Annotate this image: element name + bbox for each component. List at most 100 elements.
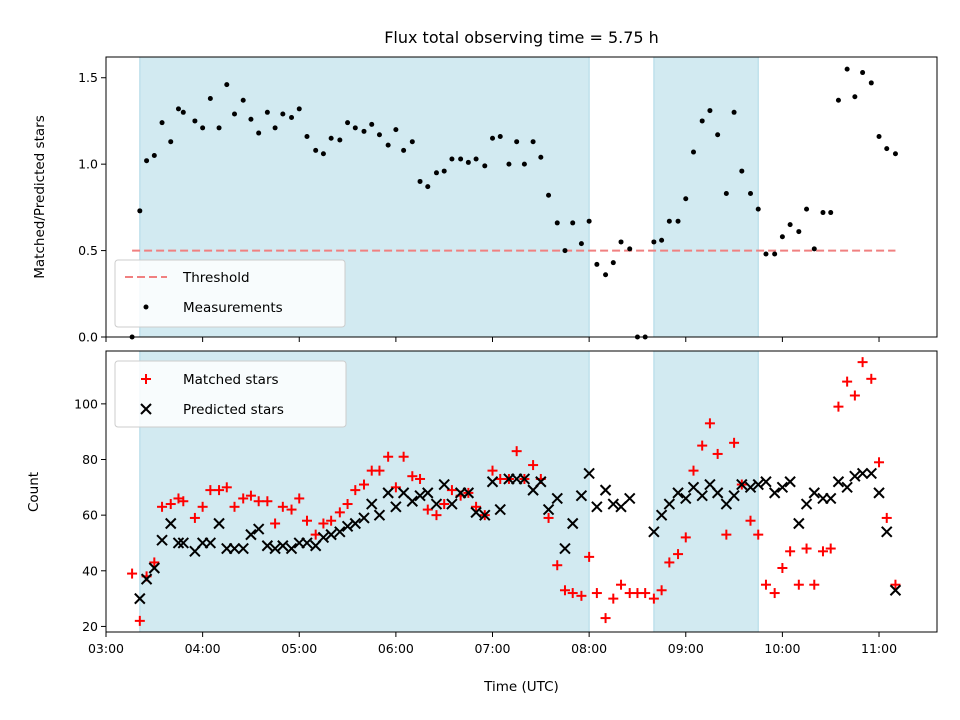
measurement-point	[666, 218, 672, 224]
measurement-point	[578, 241, 584, 247]
x-tick-label: 08:00	[571, 641, 607, 656]
observing-window-shading	[139, 350, 759, 633]
measurement-point	[868, 80, 874, 86]
matched-point	[189, 512, 200, 523]
predicted-point	[349, 517, 362, 530]
measurement-point	[603, 272, 609, 278]
measurement-point	[200, 125, 206, 131]
top-y-axis-label: Matched/Predicted stars	[32, 115, 48, 278]
matched-point	[134, 615, 145, 626]
measurement-point	[328, 135, 334, 141]
predicted-point	[366, 498, 378, 510]
measurement-point	[675, 218, 681, 224]
matched-point	[769, 588, 780, 599]
predicted-point	[865, 467, 878, 480]
measurement-point	[144, 158, 150, 164]
matched-point	[890, 579, 901, 590]
measurement-point	[530, 139, 536, 145]
predicted-legend-marker	[140, 403, 152, 415]
predicted-point	[800, 498, 813, 510]
matched-point	[648, 593, 659, 604]
measurement-point	[313, 147, 319, 153]
matched-point	[277, 501, 288, 512]
measurement-point	[570, 220, 576, 226]
measurement-point	[180, 109, 186, 115]
matched-point	[310, 529, 321, 540]
matched-point	[608, 593, 619, 604]
predicted-point	[832, 476, 845, 488]
predicted-point	[559, 542, 571, 555]
matched-legend-plus	[141, 374, 151, 384]
measurement-point	[659, 237, 665, 243]
matched-point	[809, 579, 820, 590]
matched-point	[487, 465, 498, 476]
x-tick-label: 06:00	[378, 641, 414, 656]
measurement-point	[521, 161, 527, 167]
measurement-point	[731, 109, 737, 115]
top-legend: Threshold Measurements	[114, 259, 346, 328]
predicted-point	[237, 542, 249, 555]
matched-point	[688, 465, 699, 476]
matched-point	[874, 457, 885, 468]
measurement-point	[417, 178, 423, 184]
predicted-point	[567, 517, 579, 530]
measurement-point	[844, 66, 850, 72]
predicted-point	[140, 573, 153, 585]
predicted-point	[422, 487, 434, 499]
x-tick-label: 11:00	[861, 641, 897, 656]
predicted-point	[784, 476, 796, 488]
matched-point	[704, 418, 715, 429]
measurement-point	[361, 128, 367, 134]
matched-point	[178, 496, 189, 507]
measurement-point	[240, 97, 246, 103]
measurement-point	[304, 134, 310, 140]
x-tick-label: 03:00	[88, 641, 124, 656]
measurement-point	[804, 206, 810, 212]
predicted-point	[382, 487, 394, 499]
measurement-point	[876, 134, 882, 140]
top-plot-frame	[105, 56, 938, 338]
measurements-legend-label: Measurements	[183, 300, 283, 316]
measurement-point	[264, 109, 270, 115]
matched-legend-marker	[141, 374, 151, 384]
x-tick-label: 09:00	[668, 641, 704, 656]
matched-point	[439, 499, 450, 510]
measurement-point	[811, 246, 817, 252]
predicted-point	[317, 531, 330, 544]
top-x-ticks	[105, 337, 880, 342]
predicted-point	[252, 523, 265, 535]
measurement-point	[465, 159, 471, 165]
matched-point	[680, 532, 691, 543]
predicted-point	[776, 481, 789, 494]
predicted-point	[624, 492, 636, 505]
bottom-legend: Matched stars Predicted stars	[114, 360, 347, 428]
matched-point	[127, 568, 138, 579]
bottom-plot: 20 40 60 80 100 03:00 04:00 05:00 06:00 07:00 08:…	[26, 350, 938, 695]
predicted-point	[213, 517, 225, 530]
bottom-y-axis-label: Count	[26, 472, 42, 512]
bottom-y-ticks: 20 40 60 80 100	[74, 396, 106, 634]
predicted-point	[575, 489, 588, 502]
matched-point	[849, 390, 860, 401]
matched-point	[817, 546, 828, 557]
measurement-point	[715, 132, 721, 138]
measurement-point	[554, 220, 560, 226]
y-tick-label: 1.5	[78, 70, 98, 85]
measurement-point	[892, 151, 898, 157]
predicted-point	[881, 526, 893, 538]
x-axis-label: Time (UTC)	[483, 679, 559, 695]
measurement-point	[320, 151, 326, 157]
matched-point	[528, 460, 539, 471]
predicted-point	[873, 487, 885, 499]
matched-point	[221, 482, 232, 493]
matched-point	[374, 465, 385, 476]
measurement-point	[369, 121, 375, 127]
matched-point	[294, 493, 305, 504]
measurement-point	[820, 210, 826, 216]
predicted-point	[889, 584, 902, 596]
matched-point	[229, 501, 240, 512]
predicted-point	[518, 473, 531, 485]
y-tick-label: 20	[82, 619, 98, 634]
matched-point	[591, 588, 602, 599]
